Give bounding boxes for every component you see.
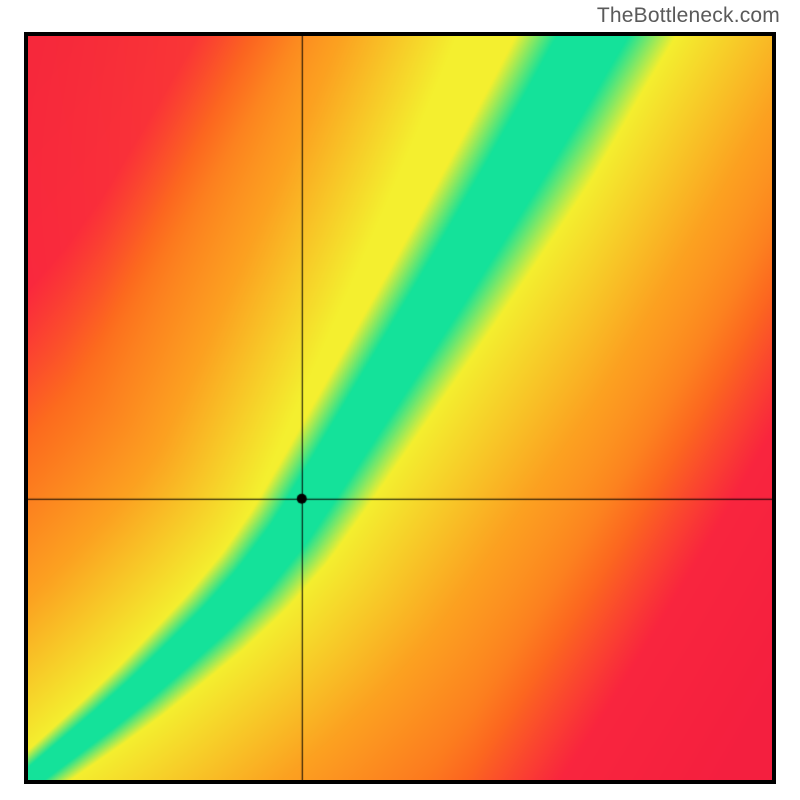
heatmap-canvas: [28, 36, 772, 780]
bottleneck-heatmap: [24, 32, 776, 784]
watermark-text: TheBottleneck.com: [597, 4, 780, 28]
